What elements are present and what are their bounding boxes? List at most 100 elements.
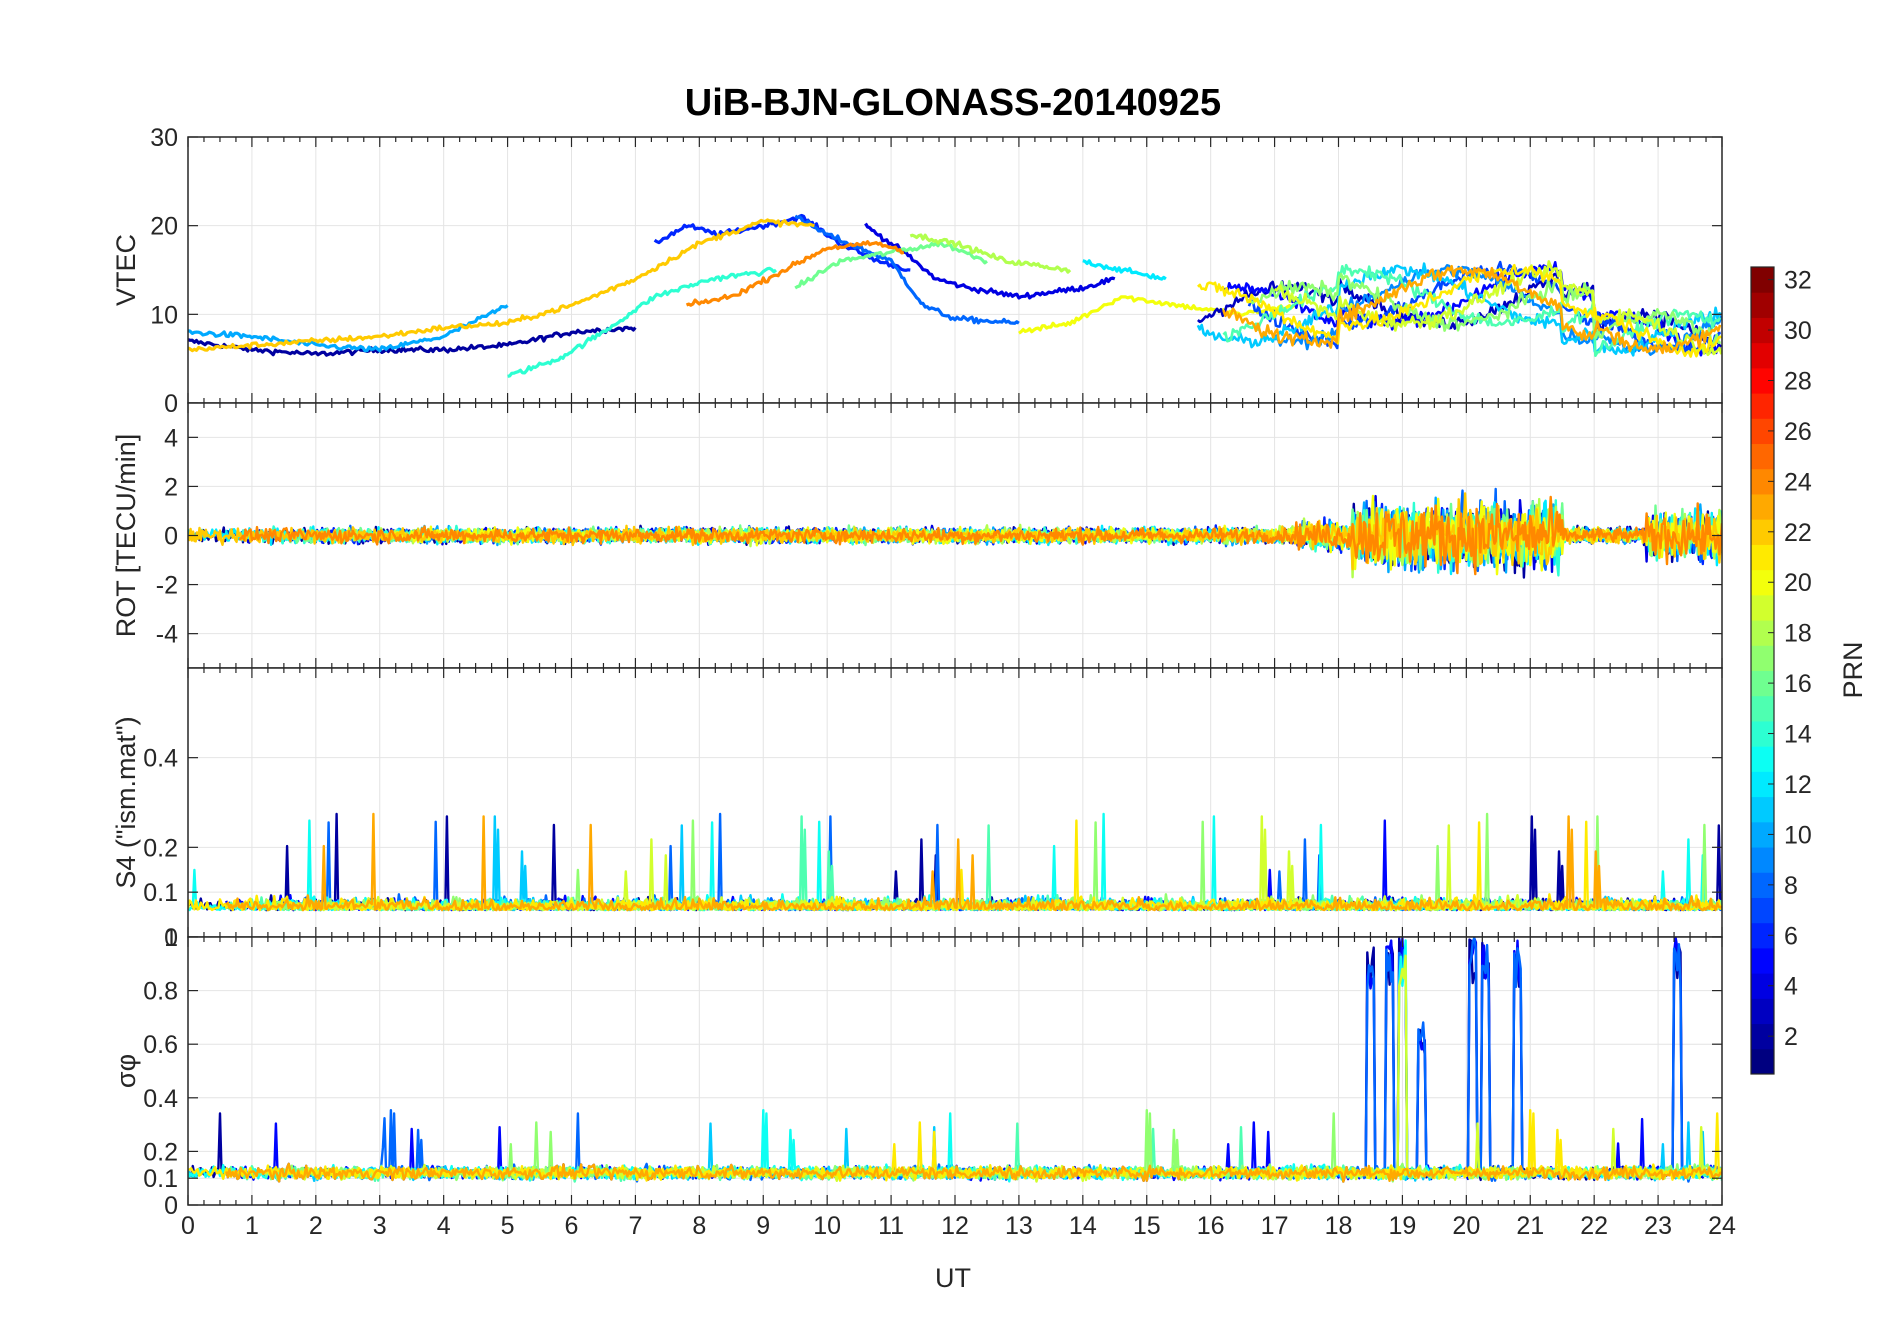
series-line [909,233,1072,274]
colorbar-swatch [1751,771,1774,798]
colorbar-swatch [1751,342,1774,369]
colorbar-swatch [1751,594,1774,621]
y-axis-label: ROT [TECU/min] [111,434,141,638]
series-prn-19 [1273,260,1722,357]
colorbar-swatch [1751,998,1774,1025]
y-tick-label: 0.1 [143,879,178,907]
series-line [864,222,1116,300]
colorbar-swatch [1751,544,1774,571]
x-tick-label: 16 [1197,1212,1225,1240]
colorbar-swatch [1751,620,1774,646]
colorbar-tick-label: 18 [1784,620,1812,648]
colorbar-swatch [1751,367,1774,394]
tick-marks [187,668,1723,938]
x-tick-label: 22 [1580,1212,1608,1240]
colorbar-label: PRN [1838,641,1868,698]
colorbar-tick-label: 16 [1784,670,1812,698]
colorbar-tick-label: 6 [1784,922,1798,950]
chart-title: UiB-BJN-GLONASS-20140925 [685,82,1221,124]
series-line [507,266,778,378]
colorbar-swatch [1751,317,1774,344]
colorbar-swatch [1751,393,1774,419]
rot-panel: -4 -2 0 2 4 ROT [TECU/min] [111,402,1723,669]
colorbar-swatch [1751,519,1774,545]
colorbar-swatch [1751,468,1774,495]
colorbar-swatch [1751,267,1774,293]
colorbar-swatch [1751,493,1774,520]
series-group [188,487,1722,579]
x-tick-label: 7 [628,1212,642,1240]
colorbar-tick-label: 10 [1784,821,1812,849]
x-tick-label: 9 [756,1212,770,1240]
y-axis-label: VTEC [111,234,141,306]
series-prn-20 [1018,295,1295,335]
colorbar-tick-label: 4 [1784,973,1798,1001]
series-prn-16 [794,240,988,290]
series-line [685,240,905,307]
series-line [1197,263,1722,358]
colorbar-swatch [1751,1048,1774,1075]
series-prn-23 [1222,264,1722,355]
y-axis-label: S4 ("ism.mat") [111,716,141,888]
series-group [188,213,1722,378]
x-tick-label: 6 [565,1212,579,1240]
y-axis-label: σφ [111,1054,141,1088]
colorbar-tick-label: 22 [1784,519,1812,547]
x-tick-label: 20 [1452,1212,1480,1240]
x-tick-label: 11 [878,1212,904,1240]
x-tick-label: 14 [1069,1212,1097,1240]
colorbar-swatch [1751,872,1774,898]
colorbar-swatch [1751,645,1774,671]
series-prn-24 [238,495,1722,576]
x-tick-label: 15 [1133,1212,1161,1240]
colorbar-tick-label: 26 [1784,418,1812,446]
colorbar-swatch [1751,973,1774,999]
series-prn-23 [225,812,1722,912]
x-tick-label: 10 [813,1212,841,1240]
series-line [1222,264,1722,355]
y-tick-label: 0 [164,390,178,418]
series-prn-10 [188,304,509,353]
x-tick-label: 19 [1389,1212,1417,1240]
x-tick-label: 3 [373,1212,387,1240]
series-prn-22 [188,218,815,353]
colorbar-tick-label: 12 [1784,771,1812,799]
series-line [238,495,1722,576]
y-tick-label: 0 [164,924,178,952]
colorbar-swatch [1751,1023,1774,1050]
series-group [188,937,1722,1183]
y-tick-label: 30 [150,124,178,152]
series-prn-12 [1082,259,1167,281]
colorbar-swatch [1751,443,1774,470]
y-tick-label: 4 [164,424,178,452]
x-tick-labels: 0 1 2 3 4 5 6 7 8 9 10 11 12 13 14 15 16 17 18 19 20 21 22 23 24 [181,1212,1736,1240]
x-tick-label: 24 [1708,1212,1736,1240]
y-tick-label: 0.8 [143,978,178,1006]
x-tick-label: 13 [1005,1212,1033,1240]
x-tick-label: 23 [1644,1212,1672,1240]
y-tick-label: 20 [150,213,178,241]
y-tick-label: 0 [164,1192,178,1220]
colorbar-swatch [1751,746,1774,772]
colorbar-swatch [1751,695,1774,722]
series-line [1082,259,1167,281]
colorbar-swatch [1751,292,1774,318]
s4-panel: 0 0.1 0.2 0.4S4 ("ism.mat") [111,667,1723,952]
series-group [188,812,1722,912]
x-tick-label: 1 [245,1212,259,1240]
series-prn-14 [507,266,778,378]
series-line [225,812,1722,912]
series-line [1018,295,1295,335]
colorbar-tick-label: 14 [1784,721,1812,749]
x-tick-label: 4 [437,1212,451,1240]
series-prn-24 [685,240,905,307]
series-prn-18 [909,233,1072,274]
series-prn-8 [794,214,1020,325]
series-prn-2 [188,325,637,357]
series-prn-4 [864,222,1116,300]
y-tick-label: 10 [150,301,178,329]
colorbar-tick-label: 20 [1784,569,1812,597]
colorbar-swatch [1751,922,1774,949]
